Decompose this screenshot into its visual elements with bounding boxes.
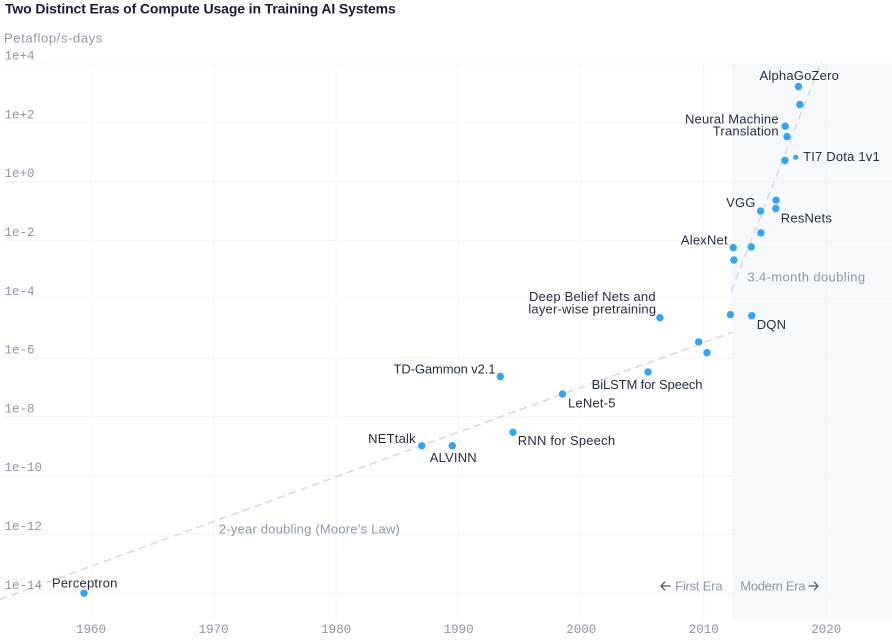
svg-text:Neural Machine: Neural Machine xyxy=(685,111,779,126)
svg-text:DQN: DQN xyxy=(757,317,787,332)
svg-text:1980: 1980 xyxy=(321,623,351,637)
svg-text:Deep Belief Nets and: Deep Belief Nets and xyxy=(529,289,656,304)
svg-text:1e-6: 1e-6 xyxy=(5,344,35,358)
svg-text:Translation: Translation xyxy=(713,123,779,138)
svg-text:NETtalk: NETtalk xyxy=(368,431,416,446)
svg-text:3.4-month doubling: 3.4-month doubling xyxy=(747,270,865,285)
svg-text:1e-14: 1e-14 xyxy=(5,579,43,593)
svg-text:RNN for Speech: RNN for Speech xyxy=(518,433,615,448)
svg-text:LeNet-5: LeNet-5 xyxy=(568,396,616,411)
svg-text:AlphaGoZero: AlphaGoZero xyxy=(760,68,840,83)
svg-text:2-year doubling (Moore’s Law): 2-year doubling (Moore’s Law) xyxy=(219,522,400,537)
svg-text:Two Distinct Eras of Compute U: Two Distinct Eras of Compute Usage in Tr… xyxy=(5,1,396,17)
svg-text:1e-12: 1e-12 xyxy=(5,520,43,534)
svg-text:layer-wise pretraining: layer-wise pretraining xyxy=(528,302,656,317)
svg-text:1e-4: 1e-4 xyxy=(5,285,35,299)
svg-text:ALVINN: ALVINN xyxy=(430,450,477,465)
svg-text:TD-Gammon v2.1: TD-Gammon v2.1 xyxy=(393,362,495,377)
svg-text:VGG: VGG xyxy=(726,195,756,210)
svg-text:1e+2: 1e+2 xyxy=(5,108,35,122)
svg-text:1e+4: 1e+4 xyxy=(5,50,35,64)
svg-text:ResNets: ResNets xyxy=(781,210,833,225)
svg-text:2010: 2010 xyxy=(689,623,719,637)
svg-text:2020: 2020 xyxy=(811,623,841,637)
svg-text:Modern Era: Modern Era xyxy=(740,579,806,594)
svg-text:1960: 1960 xyxy=(76,623,106,637)
svg-text:1e-8: 1e-8 xyxy=(5,402,35,416)
svg-text:Petaflop/s-days: Petaflop/s-days xyxy=(4,30,103,45)
svg-text:1990: 1990 xyxy=(444,623,474,637)
svg-text:1e+0: 1e+0 xyxy=(5,167,35,181)
svg-text:1970: 1970 xyxy=(199,623,229,637)
svg-text:Perceptron: Perceptron xyxy=(52,576,118,591)
svg-text:2000: 2000 xyxy=(566,623,596,637)
svg-text:TI7 Dota 1v1: TI7 Dota 1v1 xyxy=(803,149,880,164)
svg-text:AlexNet: AlexNet xyxy=(681,232,728,247)
svg-text:1e-2: 1e-2 xyxy=(5,226,35,240)
svg-text:BiLSTM for Speech: BiLSTM for Speech xyxy=(592,377,703,392)
svg-text:First Era: First Era xyxy=(675,579,723,594)
svg-text:1e-10: 1e-10 xyxy=(5,461,43,475)
